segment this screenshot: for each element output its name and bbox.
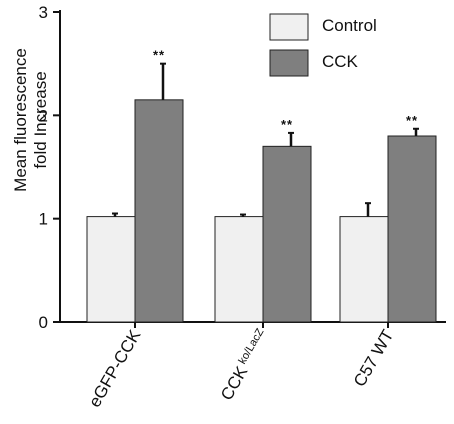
legend: Control CCK [269, 13, 377, 77]
bar-control-2 [214, 216, 264, 323]
y-tick-label: 2 [39, 106, 48, 125]
y-tick-label: 1 [39, 210, 48, 229]
legend-swatch-cck [269, 49, 309, 77]
bar-control-1 [86, 216, 136, 323]
y-axis-title: Mean fluorescence fold Increase [11, 48, 50, 192]
legend-label-cck: CCK [322, 52, 359, 71]
y-tick-label: 3 [39, 3, 48, 22]
significance-label: ** [281, 117, 293, 132]
significance-label: ** [153, 48, 165, 63]
category-label: eGFP-CCK [85, 326, 145, 411]
bar-cck-3 [387, 135, 437, 323]
y-axis-title-line-2: fold Increase [31, 71, 50, 168]
legend-swatch-control [269, 13, 309, 41]
legend-label-control: Control [322, 16, 377, 35]
category-label: CCK ko/LacZ [217, 326, 273, 403]
y-tick-label: 0 [39, 313, 48, 332]
plot-area: 0 1 2 3 ** ** ** eGFP-CCK CCK ko/LacZ C57 WT [39, 3, 446, 410]
bar-cck-1 [134, 99, 184, 323]
bar-cck-2 [262, 145, 312, 323]
bar-control-3 [339, 216, 389, 323]
y-axis-title-line-1: Mean fluorescence [11, 48, 30, 192]
significance-label: ** [406, 113, 418, 128]
category-label: C57 WT [350, 327, 398, 390]
